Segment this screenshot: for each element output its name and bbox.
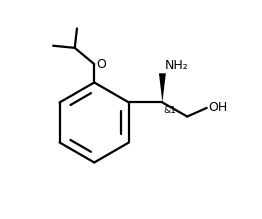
Text: NH₂: NH₂ (165, 59, 188, 72)
Text: OH: OH (208, 101, 227, 114)
Polygon shape (159, 73, 166, 102)
Text: &1: &1 (163, 106, 176, 115)
Text: O: O (96, 58, 106, 71)
